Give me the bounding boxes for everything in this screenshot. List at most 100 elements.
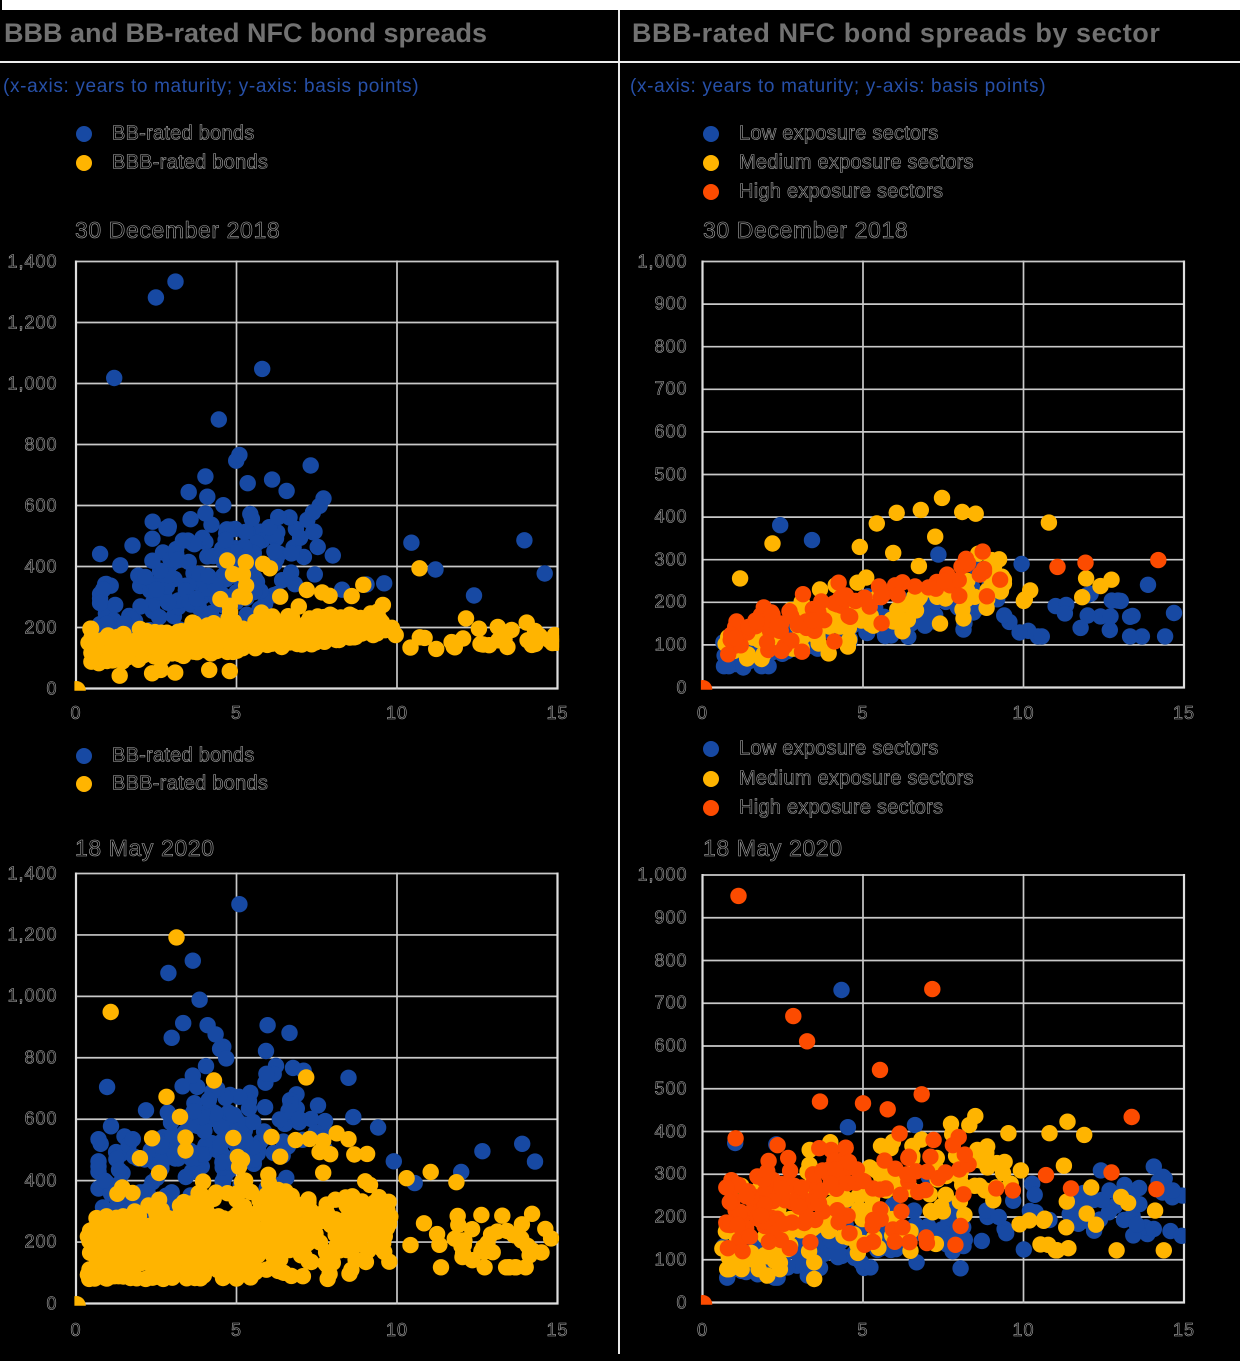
y-tick-label-rb: 200 [654, 1206, 688, 1227]
y-tick-label-lt: 1,000 [7, 373, 58, 394]
y-tick-label-rb: 700 [654, 992, 688, 1013]
left-panel-subtitle: (x-axis: years to maturity; y-axis: basi… [3, 76, 420, 97]
legend-label-low-exposure: Low exposure sectors [739, 737, 939, 760]
x-tick-label-lb: 0 [70, 1320, 82, 1341]
x-tick-label-rb: 15 [1172, 1320, 1196, 1341]
legend-label-bb-rated: BB-rated bonds [112, 744, 255, 767]
y-tick-label-rb: 500 [654, 1078, 688, 1099]
y-tick-label-rt: 300 [654, 549, 688, 570]
panel-divider [618, 10, 620, 1354]
origin-marker-lb [74, 1296, 86, 1306]
x-tick-label-lt: 5 [230, 703, 243, 724]
legend-dot-low-exposure-icon [703, 741, 719, 757]
chart-rt [700, 260, 1186, 690]
y-tick-label-lb: 600 [24, 1108, 58, 1129]
y-tick-label-lb: 200 [24, 1231, 58, 1252]
x-tick-label-lb: 10 [385, 1320, 409, 1341]
y-tick-label-lb: 400 [24, 1170, 58, 1191]
x-tick-label-rb: 5 [857, 1320, 869, 1341]
y-tick-label-rb: 800 [654, 950, 688, 971]
left-panel-title: BBB and BB-rated NFC bond spreads [4, 18, 488, 48]
legend-dot-bb-rated-icon [76, 748, 92, 764]
x-tick-label-lt: 10 [385, 703, 409, 724]
y-tick-label-rt: 100 [654, 634, 688, 655]
y-tick-label-rt: 900 [654, 293, 688, 314]
page-top-band [2, 0, 1240, 10]
series-rt-high-exposure-sectors [720, 543, 1167, 663]
chart-lt [74, 260, 560, 691]
series-rb-high-exposure-sectors [718, 887, 1165, 1260]
legend-label-medium-exposure: Medium exposure sectors [739, 767, 974, 790]
origin-marker-rt [700, 680, 713, 690]
legend-dot-high-exposure-icon [703, 184, 719, 200]
y-tick-label-rt: 600 [654, 421, 688, 442]
chart-date-label-rt: 30 December 2018 [703, 217, 909, 244]
y-tick-label-lb: 1,200 [7, 924, 58, 945]
legend-label-high-exposure: High exposure sectors [739, 796, 944, 819]
y-tick-label-lt: 400 [24, 556, 58, 577]
y-tick-label-lt: 1,200 [7, 312, 58, 333]
x-tick-label-rt: 10 [1012, 703, 1035, 724]
y-tick-label-rb: 100 [654, 1249, 688, 1270]
y-tick-label-lt: 1,400 [7, 251, 58, 272]
gridlines-lt [74, 260, 559, 690]
y-tick-label-rb: 900 [654, 907, 688, 928]
x-tick-label-lb: 5 [230, 1320, 243, 1341]
legend-label-bbb-rated: BBB-rated bonds [112, 772, 269, 795]
x-tick-label-lb: 15 [546, 1320, 569, 1341]
y-tick-label-rb: 0 [676, 1292, 688, 1313]
y-tick-label-rb: 1,000 [637, 864, 688, 885]
legend-label-bb-rated: BB-rated bonds [112, 122, 255, 145]
y-tick-label-rt: 800 [654, 336, 688, 357]
y-tick-label-lb: 800 [24, 1047, 58, 1068]
legend-label-medium-exposure: Medium exposure sectors [739, 151, 974, 174]
y-tick-label-rt: 700 [654, 378, 688, 399]
x-tick-label-lt: 0 [70, 703, 82, 724]
right-panel-subtitle: (x-axis: years to maturity; y-axis: basi… [630, 76, 1047, 97]
legend-dot-bbb-rated-icon [76, 155, 92, 171]
legend-label-high-exposure: High exposure sectors [739, 180, 944, 203]
y-tick-label-rb: 300 [654, 1163, 688, 1184]
y-tick-label-lt: 0 [46, 678, 58, 699]
origin-marker-lt [74, 681, 86, 691]
x-tick-label-rt: 0 [696, 703, 709, 724]
legend-dot-low-exposure-icon [703, 126, 719, 142]
y-tick-label-lb: 1,400 [7, 863, 58, 884]
y-tick-label-rb: 400 [654, 1121, 688, 1142]
y-tick-label-lt: 800 [24, 434, 58, 455]
y-tick-label-rt: 200 [654, 591, 688, 612]
y-tick-label-rb: 600 [654, 1035, 688, 1056]
y-tick-label-rt: 500 [654, 464, 688, 485]
chart-rb [700, 874, 1186, 1305]
x-tick-label-lt: 15 [546, 703, 569, 724]
chart-date-label-lt: 30 December 2018 [75, 217, 281, 244]
x-tick-label-rb: 10 [1012, 1320, 1035, 1341]
chart-date-label-rb: 18 May 2020 [703, 834, 843, 861]
y-tick-label-lb: 0 [46, 1293, 58, 1314]
legend-dot-medium-exposure-icon [703, 771, 719, 787]
chart-date-label-lb: 18 May 2020 [75, 834, 215, 861]
y-tick-label-rt: 0 [676, 677, 688, 698]
legend-dot-high-exposure-icon [703, 800, 719, 816]
title-rule [0, 60, 1240, 63]
gridlines-lb [74, 872, 559, 1305]
x-tick-label-rt: 15 [1172, 703, 1196, 724]
legend-dot-bbb-rated-icon [76, 776, 92, 792]
legend-dot-medium-exposure-icon [703, 155, 719, 171]
series-lb-bbb-rated-bonds [79, 929, 560, 1288]
legend-label-bbb-rated: BBB-rated bonds [112, 151, 269, 174]
x-tick-label-rt: 5 [857, 703, 869, 724]
x-tick-label-rb: 0 [696, 1320, 709, 1341]
legend-dot-bb-rated-icon [76, 126, 92, 142]
chart-lb [74, 872, 560, 1306]
right-panel-title: BBB-rated NFC bond spreads by sector [632, 18, 1161, 48]
y-tick-label-lt: 200 [24, 617, 58, 638]
legend-label-low-exposure: Low exposure sectors [739, 122, 939, 145]
y-tick-label-lt: 600 [24, 495, 58, 516]
y-tick-label-rt: 1,000 [637, 251, 688, 272]
y-tick-label-rt: 400 [654, 506, 688, 527]
series-lt-bbb-rated-bonds [80, 552, 560, 684]
origin-marker-rb [700, 1295, 713, 1305]
